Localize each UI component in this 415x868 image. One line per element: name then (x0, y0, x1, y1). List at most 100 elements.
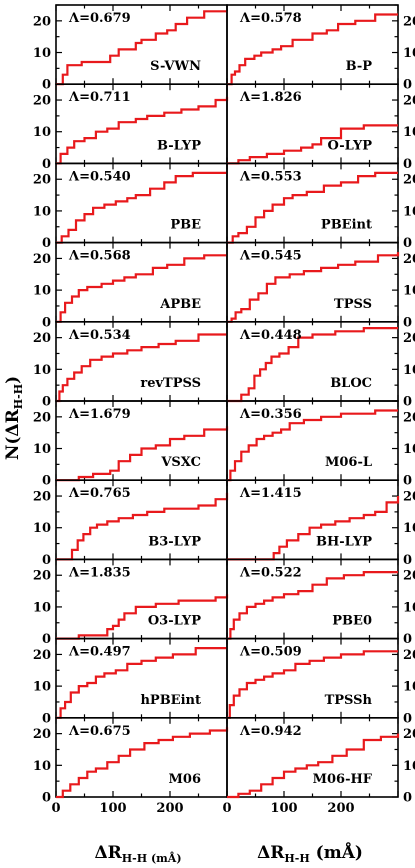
functional-name: hPBEint (140, 693, 201, 708)
y-tick-label: 20 (33, 173, 51, 188)
lambda-label: Λ=0.578 (239, 11, 302, 26)
functional-name: PBEint (321, 218, 372, 233)
panel-bloc: 0 10 20 Λ=0.448 BLOC (226, 320, 415, 410)
x-tick-label: 100 (270, 801, 297, 816)
series-line (56, 96, 229, 165)
y-tick-label: 20 (403, 727, 415, 742)
lambda-label: Λ=0.448 (239, 328, 302, 343)
y-tick-label: 20 (33, 410, 51, 425)
series-line (227, 571, 398, 640)
panel-vsxc: 0 10 20 Λ=1.679 VSXC (33, 400, 229, 489)
y-tick-label: 0 (42, 236, 51, 251)
series-line (227, 650, 398, 719)
y-tick-label: 10 (403, 600, 415, 615)
functional-name: APBE (159, 297, 201, 312)
functional-name: B3-LYP (148, 534, 201, 549)
x-axis-label-right: ΔRH-H (mÅ) (257, 841, 363, 865)
series-line (56, 647, 227, 719)
panel-tpss: 0 10 20 Λ=0.545 TPSS (226, 241, 415, 330)
lambda-label: Λ=0.545 (239, 249, 302, 264)
y-tick-label: 10 (403, 125, 415, 140)
y-tick-label: 0 (42, 157, 51, 172)
y-tick-label: 10 (403, 759, 415, 774)
y-tick-label: 20 (403, 331, 415, 346)
y-tick-label: 10 (403, 204, 415, 219)
functional-name: O-LYP (327, 138, 372, 153)
y-axis-label: N(ΔRH-H) (3, 376, 25, 460)
lambda-label: Λ=1.415 (239, 486, 302, 501)
lambda-label: Λ=0.553 (239, 169, 302, 184)
y-tick-label: 10 (33, 125, 51, 140)
y-tick-label: 20 (33, 14, 51, 29)
functional-name: M06-L (325, 455, 372, 470)
y-tick-label: 0 (42, 632, 51, 647)
panel-revtpss: 0 10 20 Λ=0.534 revTPSS (33, 320, 228, 410)
functional-name: PBE (170, 218, 201, 233)
panel-pbe: 0 10 20 Λ=0.540 PBE (33, 162, 228, 251)
y-tick-label: 0 (403, 395, 412, 410)
y-tick-label: 0 (403, 791, 412, 806)
y-tick-label: 20 (33, 569, 51, 584)
lambda-label: Λ=1.826 (239, 90, 302, 105)
y-tick-label: 10 (403, 442, 415, 457)
functional-name: BH-LYP (316, 534, 372, 549)
y-tick-label: 0 (403, 315, 412, 330)
y-tick-label: 20 (33, 94, 51, 109)
panel-pbe0: 0 10 20 Λ=0.522 PBE0 (226, 558, 415, 647)
y-tick-label: 20 (33, 490, 51, 505)
y-tick-label: 0 (403, 632, 412, 647)
series-line (56, 10, 227, 86)
series-line (56, 254, 227, 323)
y-tick-label: 10 (33, 284, 51, 299)
series-line (56, 171, 227, 244)
y-tick-label: 10 (33, 600, 51, 615)
panel-s-vwn: 0 10 20 Λ=0.679 S-VWN (33, 4, 228, 93)
lambda-label: Λ=0.534 (68, 328, 131, 343)
series-line (56, 594, 229, 640)
series-line (56, 492, 229, 561)
y-tick-label: 0 (42, 711, 51, 726)
lambda-label: Λ=0.568 (68, 249, 131, 264)
functional-name: TPSS (334, 297, 372, 312)
functional-name: TPSSh (325, 693, 373, 708)
y-tick-label: 20 (403, 648, 415, 663)
lambda-label: Λ=1.679 (68, 407, 131, 422)
functional-name: revTPSS (140, 376, 201, 391)
lambda-label: Λ=0.679 (68, 11, 131, 26)
lambda-label: Λ=0.942 (239, 724, 302, 739)
y-tick-label: 10 (33, 363, 51, 378)
panel-apbe: 0 10 20 Λ=0.568 APBE (33, 241, 228, 330)
panel-hpbeint: 0 10 20 Λ=0.497 hPBEint (33, 637, 228, 726)
y-tick-label: 10 (33, 680, 51, 695)
series-line (56, 333, 227, 403)
series-line (56, 426, 229, 482)
x-tick-label: 100 (99, 801, 126, 816)
lambda-label: Λ=0.356 (239, 407, 302, 422)
functional-name: B-LYP (157, 138, 201, 153)
y-tick-label: 20 (403, 14, 415, 29)
panel-o3-lyp: 0 10 20 Λ=1.835 O3-LYP (33, 558, 229, 647)
y-tick-label: 0 (42, 315, 51, 330)
functional-name: PBE0 (332, 614, 372, 629)
y-tick-label: 10 (33, 521, 51, 536)
x-tick-label: 200 (327, 801, 354, 816)
y-tick-label: 0 (403, 78, 412, 93)
series-line (227, 252, 400, 323)
y-tick-label: 20 (33, 648, 51, 663)
x-tick-label: 0 (51, 801, 60, 816)
panel-bh-lyp: 0 10 20 Λ=1.415 BH-LYP (226, 479, 415, 568)
series-line (227, 409, 398, 482)
y-tick-label: 0 (403, 157, 412, 172)
panel-grid: 0 10 20 Λ=0.679 S-VWN 0 10 20 Λ=0.578 B-P 0 10 20 Λ=0… (33, 4, 415, 816)
y-tick-label: 20 (403, 252, 415, 267)
lambda-label: Λ=0.711 (68, 90, 131, 105)
lambda-label: Λ=1.835 (68, 565, 131, 580)
y-tick-label: 20 (33, 727, 51, 742)
y-tick-label: 0 (42, 791, 51, 806)
y-tick-label: 0 (403, 553, 412, 568)
y-tick-label: 20 (403, 490, 415, 505)
series-line (56, 727, 229, 799)
y-tick-label: 0 (403, 474, 412, 489)
